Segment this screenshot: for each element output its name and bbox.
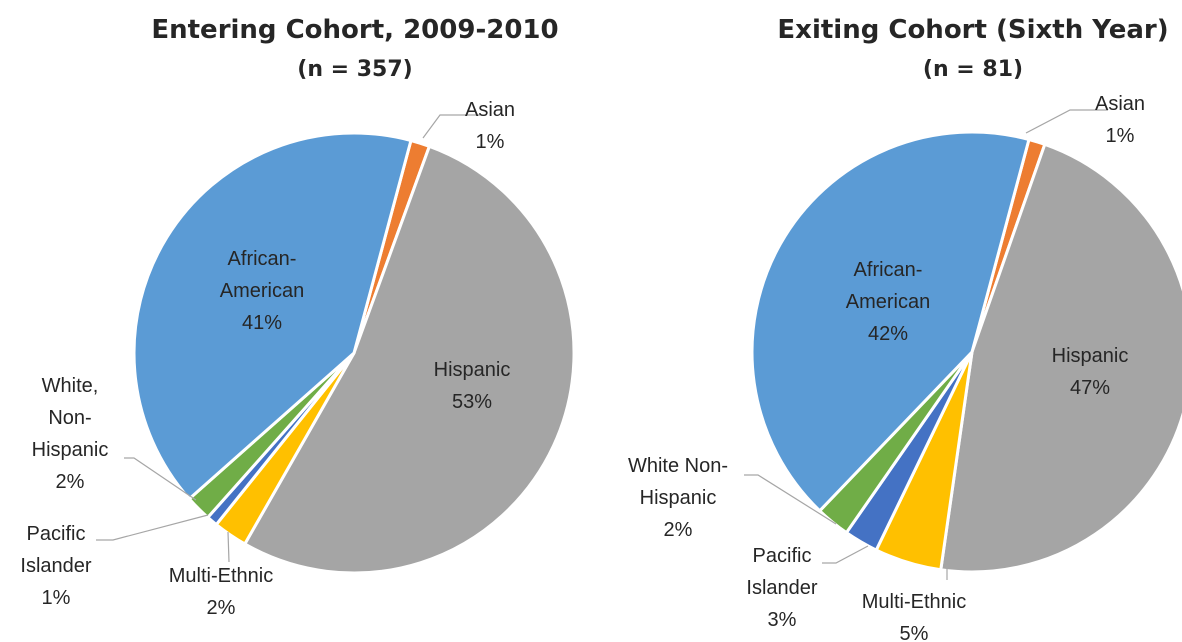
data-label-multi-ethnic: Multi-Ethnic 5%: [862, 591, 966, 642]
pie-slices-exiting: [750, 130, 1182, 574]
data-label-multi-ethnic: Multi-Ethnic 2%: [169, 565, 273, 619]
data-label-hispanic: Hispanic 53%: [434, 359, 511, 413]
pie-slice-african-american: [132, 131, 413, 501]
chart-title-entering: Entering Cohort, 2009-2010: [151, 15, 558, 45]
pie-slices-entering: [132, 131, 576, 575]
pie-labels-exiting: Asian 1% Hispanic 47% Multi-Ethnic 5% Pacific I…: [628, 93, 1145, 642]
leader-line-white-non-hispanic: [744, 474, 837, 525]
leader-line-white-non-hispanic: [124, 457, 197, 501]
data-label-african-american: African-American 42%: [846, 259, 930, 345]
data-label-pacific-islander: Pacific Islander 1%: [20, 523, 91, 609]
pie-slice-african-american: [750, 130, 1031, 513]
chart-subtitle-entering: (n = 357): [297, 57, 412, 82]
data-label-asian: Asian 1%: [1095, 93, 1145, 147]
pie-chart-entering: Entering Cohort, 2009-2010 (n = 357) Asi…: [20, 15, 576, 619]
data-label-white-non-hispanic: White, Non-Hispanic 2%: [32, 375, 109, 493]
pie-chart-exiting: Exiting Cohort (Sixth Year) (n = 81) Asi…: [628, 15, 1182, 642]
leader-line-multi-ethnic: [227, 531, 230, 563]
data-label-asian: Asian 1%: [465, 99, 515, 153]
leader-line-asian: [422, 114, 480, 139]
data-label-hispanic: Hispanic 47%: [1052, 345, 1129, 399]
leader-line-asian: [1025, 109, 1108, 134]
data-label-pacific-islander: Pacific Islander 3%: [746, 545, 817, 631]
pie-slice-hispanic: [939, 142, 1182, 574]
chart-subtitle-exiting: (n = 81): [923, 57, 1023, 82]
data-label-white-non-hispanic: White Non-Hispanic 2%: [628, 455, 728, 541]
leader-line-pacific-islander: [96, 514, 209, 541]
data-label-african-american: African-American 41%: [220, 248, 304, 334]
leader-line-pacific-islander: [822, 545, 869, 564]
chart-title-exiting: Exiting Cohort (Sixth Year): [777, 15, 1168, 45]
pie-slice-hispanic: [243, 144, 576, 575]
pie-labels-entering: Asian 1% Hispanic 53% Multi-Ethnic 2% Pacific I…: [20, 99, 515, 619]
